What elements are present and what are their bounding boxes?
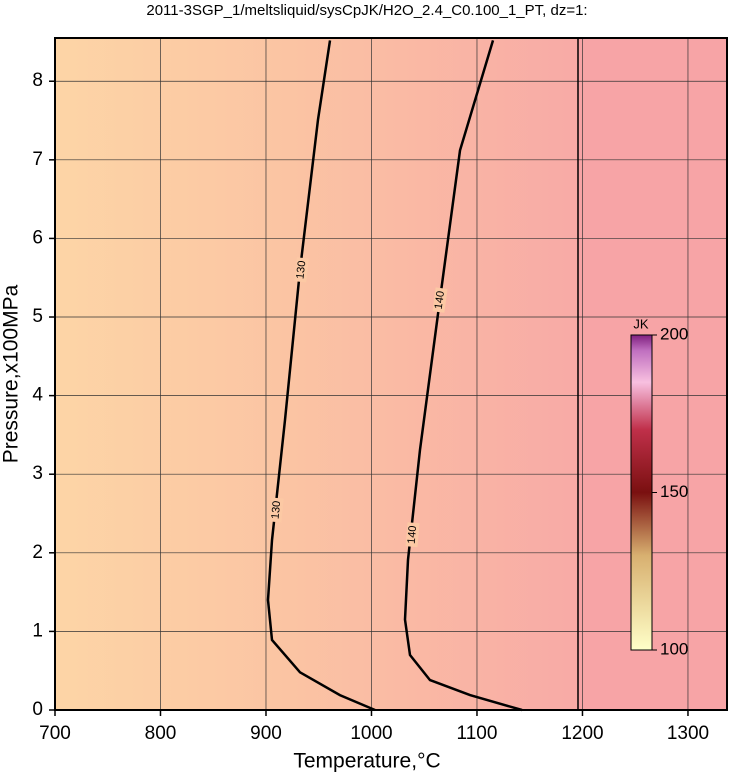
x-tick-label: 1200 [561,723,603,744]
contour-label: 140 [406,525,420,544]
contour-label: 130 [294,260,308,280]
colorbar [630,334,653,651]
y-axis-label: Pressure,x100MPa [0,284,23,463]
contour-label: 130 [270,500,284,519]
contour-label-bg [405,522,420,548]
x-tick-label: 800 [145,723,177,744]
chart-title: 2011-3SGP_1/meltsliquid/sysCpJK/H2O_2.4_… [146,2,587,19]
x-tick-label: 700 [39,723,71,744]
x-axis-label: Temperature,°C [293,750,440,773]
y-tick-label: 5 [32,306,43,327]
contour-label-bg [269,497,284,523]
x-tick-label: 900 [250,723,282,744]
colorbar-label: JK [633,316,649,331]
y-tick-label: 0 [32,699,43,720]
plot-background [55,38,578,710]
x-tick-label: 1000 [350,723,392,744]
colorbar-tick-label: 100 [660,639,688,658]
contour-label-bg [432,287,448,313]
y-tick-label: 6 [32,227,43,248]
plot-frame [54,37,728,711]
contour-label: 140 [433,290,447,310]
colorbar-tick-label: 150 [660,482,688,501]
contour-line [266,40,376,712]
y-tick-label: 1 [32,620,43,641]
y-tick-label: 4 [32,385,43,406]
y-tick-label: 3 [32,463,43,484]
contour-line [403,40,523,712]
contour-label-bg [294,257,309,283]
y-tick-label: 8 [32,70,43,91]
y-tick-label: 2 [32,542,43,563]
y-tick-label: 7 [32,149,43,170]
x-tick-label: 1100 [457,723,498,744]
colorbar-tick-label: 200 [660,324,688,343]
x-tick-label: 1300 [667,723,709,744]
